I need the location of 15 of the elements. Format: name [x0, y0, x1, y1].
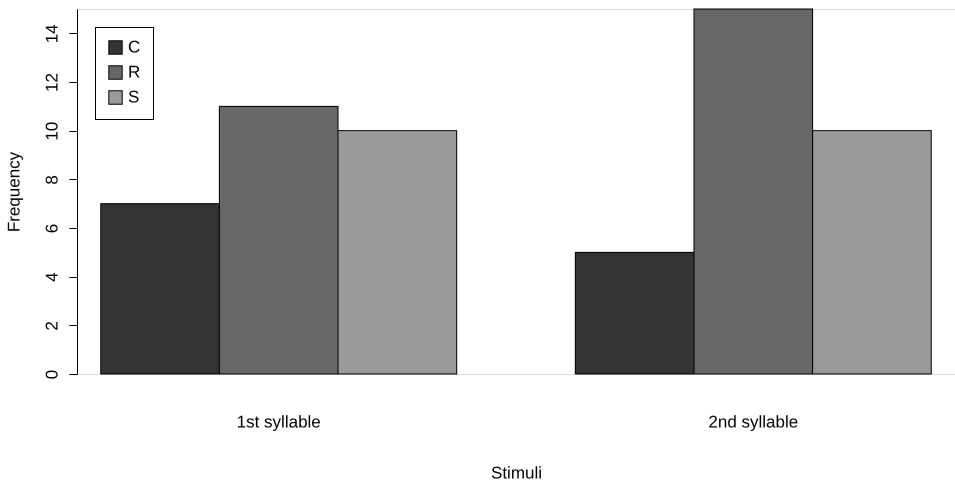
legend-label: C: [128, 38, 140, 56]
x-tick-label: 2nd syllable: [708, 412, 798, 432]
y-tick-label: 2: [42, 321, 62, 331]
y-tick-label: 8: [42, 175, 62, 185]
y-tick-label: 6: [42, 224, 62, 234]
y-tick-label: 4: [42, 272, 62, 282]
y-tick-label: 0: [42, 370, 62, 380]
y-tick-label: 10: [42, 122, 62, 141]
y-tick-label: 12: [42, 73, 62, 92]
legend-label: R: [128, 62, 140, 82]
y-tick-label: 14: [42, 24, 62, 44]
x-tick-label: 1st syllable: [236, 412, 321, 432]
x-axis-title: Stimuli: [490, 464, 542, 482]
y-axis-title: Frequency: [4, 151, 24, 232]
legend-label: S: [128, 88, 140, 106]
